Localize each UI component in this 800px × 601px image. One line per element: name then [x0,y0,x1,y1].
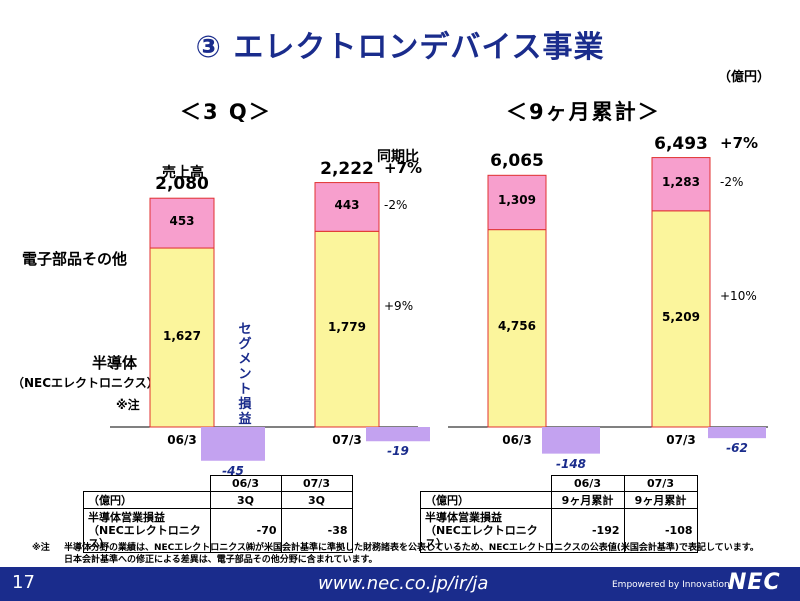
table-row: （億円） 9ヶ月累計 9ヶ月累計 [420,491,698,509]
bar-electronic-parts [487,174,547,231]
page-number: 17 [12,572,35,593]
bar-semiconductor [314,230,380,428]
slide-title: ③ エレクトロンデバイス事業 [195,30,605,65]
bar-semiconductor [487,229,547,428]
note-mark: ※注 [32,543,50,553]
table-row: 06/3 07/3 [420,475,698,492]
row-label: 半導体営業損益 [425,511,502,524]
segment-value-label: -19 [387,444,409,459]
table-header: 06/3 [209,475,282,492]
row-label: 半導体営業損益 [88,511,165,524]
semi-value-label: 1,627 [163,328,201,343]
table-cell: 半導体営業損益 （NECエレクトロニクス） [420,508,552,553]
category-label: 06/3 [167,433,197,447]
table-header: 07/3 [280,475,353,492]
yoy-semi-label: +10% [720,288,757,303]
yoy-total-label: +7% [720,133,759,152]
total-value-label: 2,222 [320,158,374,179]
yoy-parts-label: -2% [720,175,744,190]
table-cell [420,475,552,492]
panel-title-9m: ＜9ヶ月累計＞ [506,100,661,124]
table-cell: 3Q [209,491,282,509]
segment-value-label: -62 [726,441,748,456]
category-label: 07/3 [666,433,696,447]
bar-segment-loss [708,427,766,439]
table-row: （億円） 3Q 3Q [83,491,353,509]
segment-value-label: -45 [222,463,244,478]
table-cell: -38 [280,508,353,553]
yoy-total-label: +7% [384,158,423,177]
note-line-2: 日本会計基準への修正による差異は、電子部品その他分野に含まれています。 [64,555,378,565]
table-cell: -108 [623,508,698,553]
electronic-parts-label: 電子部品その他 [22,250,128,268]
footer-url-link[interactable]: www.nec.co.jp/ir/ja [318,573,489,594]
table-right: 06/3 07/3 （億円） 9ヶ月累計 9ヶ月累計 半導体営業損益 （NECエ… [420,475,698,553]
footer-tagline: Empowered by Innovation [612,580,730,590]
yoy-header: 同期比 [377,149,419,165]
table-row: 半導体営業損益 （NECエレクトロニクス） -192 -108 [420,508,698,553]
row-label: （NECエレクトロニクス） [88,524,201,550]
bar-segment-loss [366,427,430,442]
bar-electronic-parts [651,157,711,212]
parts-value-label: 1,309 [498,193,536,208]
semi-value-label: 1,779 [328,320,366,335]
row-label: （NECエレクトロニクス） [425,524,538,550]
footer-bar [0,567,800,601]
category-label: 07/3 [332,433,362,447]
table-cell: （億円） [83,491,211,509]
note-line-1: 半導体分野の業績は、NECエレクトロニクス㈱が米国会計基準に準拠した財務諸表を公… [64,543,759,553]
parts-value-label: 1,283 [662,175,700,190]
table-header: 06/3 [550,475,625,492]
table-row: 半導体営業損益 （NECエレクトロニクス） -70 -38 [83,508,353,553]
panel-title-3q: ＜3 Q＞ [180,100,272,124]
sales-label: 売上高 [162,165,204,181]
segment-value-label: -148 [555,456,587,471]
table-cell: 半導体営業損益 （NECエレクトロニクス） [83,508,211,553]
nec-logo: NEC [728,570,781,595]
table-cell: 9ヶ月累計 [550,491,625,509]
semi-value-label: 4,756 [498,319,536,334]
bar-electronic-parts [149,197,215,249]
bar-segment-loss [201,427,265,461]
bar-electronic-parts [314,182,380,232]
parts-value-label: 453 [169,214,195,229]
bar-segment-loss [542,427,600,454]
unit-label: （億円） [717,70,770,85]
total-value-label: 6,065 [490,151,544,172]
table-cell: 3Q [280,491,353,509]
segment-loss-label: セグメント損益 [238,322,252,427]
semiconductor-label: 半導体 [92,354,138,372]
yoy-parts-label: -2% [384,197,408,212]
table-cell: （億円） [420,491,552,509]
parts-value-label: 443 [334,197,360,212]
bar-semiconductor [149,247,215,428]
table-row: 06/3 07/3 [83,475,353,492]
table-left: 06/3 07/3 （億円） 3Q 3Q 半導体営業損益 （NECエレクトロニク… [83,475,353,553]
table-header: 07/3 [623,475,698,492]
total-value-label: 2,080 [155,174,209,195]
category-label: 06/3 [502,433,532,447]
nec-electronics-label: （NECエレクトロニクス） [12,376,159,390]
table-cell: 9ヶ月累計 [623,491,698,509]
table-cell: -192 [550,508,625,553]
note-mark-label: ※注 [116,398,140,412]
semi-value-label: 5,209 [662,309,700,324]
total-value-label: 6,493 [654,133,708,154]
chart-svg [110,157,768,461]
table-cell: -70 [209,508,282,553]
yoy-semi-label: +9% [384,299,414,314]
table-cell [83,475,211,492]
